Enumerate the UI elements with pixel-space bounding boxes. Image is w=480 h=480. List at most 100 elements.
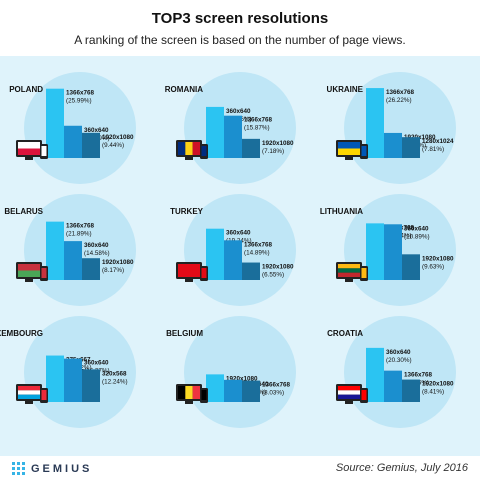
flag-stripe <box>18 270 40 277</box>
bar <box>64 241 82 280</box>
bar-value-label: (21.89%) <box>66 231 92 238</box>
bar-value-label: (7.18%) <box>262 148 284 155</box>
country-chart-luxembourg: LUXEMBOURG375x667(17.42%)360x640(16.27%)… <box>0 316 136 428</box>
bar-value-label: (14.58%) <box>84 250 110 257</box>
monitor-stand <box>185 401 193 404</box>
bar-category-label: 1920x1080 <box>404 134 436 141</box>
phone-screen <box>361 390 367 400</box>
bar-value-label: (15.87%) <box>244 125 270 132</box>
flag-devices-icon <box>16 262 48 282</box>
flag-stripe <box>18 264 40 271</box>
flag-stripe <box>338 268 360 273</box>
flag-stripe <box>338 390 360 395</box>
flag-devices-icon <box>176 140 208 160</box>
flag-stripe <box>192 386 200 399</box>
bar <box>224 115 242 158</box>
flag-stripe <box>178 264 200 277</box>
country-chart-poland: POLAND1366x768(25.99%)360x640(12.09%)192… <box>9 72 136 184</box>
flag-stripe <box>18 148 40 155</box>
bar-value-label: (6.55%) <box>262 272 284 279</box>
bar-value-label: (9.44%) <box>102 142 124 149</box>
bar-category-label: 1920x1080 <box>102 259 134 266</box>
bar-category-label: 1920x1080 <box>262 264 294 271</box>
flag-stripe <box>185 142 193 155</box>
bar <box>224 240 242 280</box>
country-chart-belarus: BELARUS 1366x768(21.89%) 360x640(14.58%) 19… <box>4 194 136 306</box>
country-chart-lithuania: LITHUANIA1366x768(21.24%)360x640(20.89%)… <box>320 194 456 306</box>
monitor-stand <box>345 279 353 282</box>
bar <box>206 374 224 402</box>
bar-category-label: 1920x1080 <box>102 134 134 141</box>
flag-devices-icon <box>176 384 208 404</box>
country-label: POLAND <box>9 85 43 94</box>
flag-devices-icon <box>336 384 368 404</box>
bar-value-label: (7.81%) <box>422 146 444 153</box>
gemius-logo: GEMIUS <box>12 462 92 475</box>
flag-devices-icon <box>336 262 368 282</box>
bar-value-label: (8.41%) <box>422 389 444 396</box>
monitor-stand <box>25 401 33 404</box>
country-chart-turkey: TURKEY360x640(19.24%)1366x768(14.89%)192… <box>170 194 296 306</box>
flag-stripe <box>338 272 360 277</box>
bar <box>82 369 100 402</box>
country-label: LITHUANIA <box>320 207 363 216</box>
bar-value-label: (25.99%) <box>66 98 92 105</box>
country-label: ROMANIA <box>165 85 203 94</box>
bar-category-label: 360x640 <box>226 108 251 115</box>
phone-screen <box>201 268 207 278</box>
bar-category-label: 1920x1080 <box>226 375 258 382</box>
bar <box>402 137 420 158</box>
bar <box>46 88 64 158</box>
bar-value-label: (14.89%) <box>244 249 270 256</box>
bar-value-label: (20.89%) <box>404 233 430 240</box>
flag-stripe <box>178 142 186 155</box>
bar-category-label: 360x640 <box>84 242 109 249</box>
phone-screen <box>361 146 367 156</box>
flag-stripe <box>18 394 40 399</box>
bar-category-label: 1366x768 <box>244 241 273 248</box>
flag-devices-icon <box>176 262 208 282</box>
bar-category-label: 1920x1080 <box>422 381 454 388</box>
monitor-stand <box>25 279 33 282</box>
flag-stripe <box>18 142 40 149</box>
bar <box>242 262 260 280</box>
monitor-stand <box>345 401 353 404</box>
bar-category-label: 1366x768 <box>404 372 433 379</box>
bar <box>366 347 384 402</box>
bar <box>206 228 224 280</box>
flag-devices-icon <box>16 140 48 160</box>
country-label: BELARUS <box>4 207 43 216</box>
bar <box>384 370 402 402</box>
flag-stripe <box>185 386 193 399</box>
bar <box>224 379 242 402</box>
country-label: LUXEMBOURG <box>0 329 43 338</box>
bar <box>366 88 384 158</box>
country-chart-belgium: BELGIUM1920x1080(10.36%)360x640(8.31%)13… <box>166 316 296 428</box>
monitor-stand <box>185 157 193 160</box>
bar-value-label: (20.30%) <box>386 357 412 364</box>
bar-category-label: 1366x768 <box>66 90 95 97</box>
country-label: BELGIUM <box>166 329 203 338</box>
bar-category-label: 1280x1024 <box>422 138 454 145</box>
country-label: TURKEY <box>170 207 204 216</box>
bar <box>402 254 420 280</box>
charts-panel: POLAND1366x768(25.99%)360x640(12.09%)192… <box>0 56 480 456</box>
country-label: CROATIA <box>327 329 363 338</box>
monitor-stand <box>185 279 193 282</box>
bar <box>206 106 224 158</box>
phone-screen <box>41 268 47 278</box>
flag-stripe <box>338 148 360 155</box>
bar <box>82 258 100 280</box>
bar-category-label: 360x640 <box>226 230 251 237</box>
bar <box>366 223 384 280</box>
bar-category-label: 360x640 <box>404 225 429 232</box>
flag-stripe <box>178 386 186 399</box>
bar-value-label: (12.24%) <box>102 378 128 385</box>
monitor-stand <box>345 157 353 160</box>
flag-stripe <box>338 386 360 391</box>
phone-screen <box>201 390 207 400</box>
bar-category-label: 1366x768 <box>262 382 291 389</box>
chart-subtitle: A ranking of the screen is based on the … <box>74 33 406 47</box>
bar <box>402 379 420 402</box>
flag-stripe <box>18 386 40 391</box>
